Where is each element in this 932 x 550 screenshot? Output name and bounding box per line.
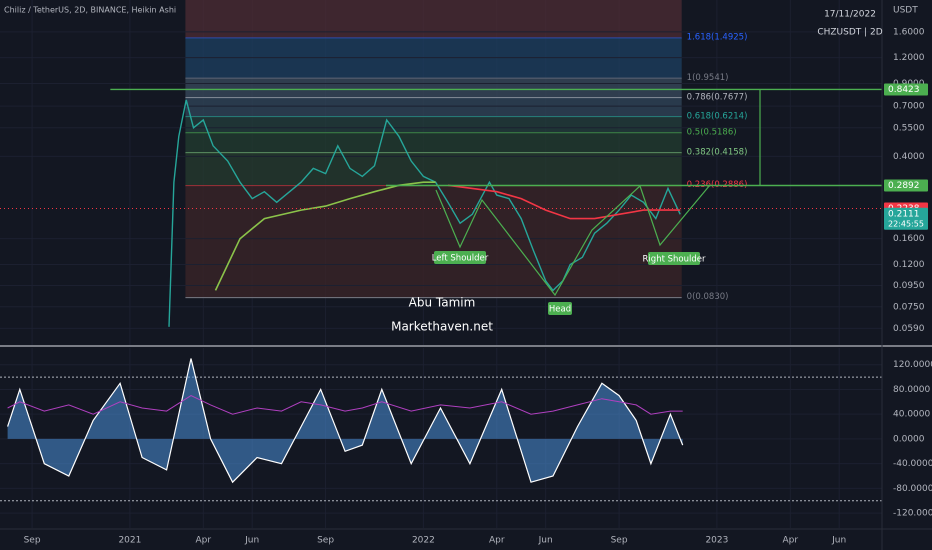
annotation-text: Head [549, 305, 571, 315]
oscillator-line [7, 358, 684, 484]
annotation: Right Shoulder [643, 252, 706, 265]
x-tick-label: Apr [489, 536, 505, 546]
annotation: Left Shoulder [432, 251, 489, 264]
fib-band [185, 78, 682, 98]
fib-band [185, 38, 682, 79]
price-pane: 1.618(1.4925) 1(0.9541) 0.786(0.7677) 0.618… [0, 0, 925, 345]
price-marker [884, 179, 928, 192]
fib-band [185, 185, 682, 298]
annotation: Head [548, 302, 572, 315]
chart-title: Chiliz / TetherUS, 2D, BINANCE, Heikin A… [4, 6, 176, 15]
fib-label: 0.618(0.6214) [687, 111, 748, 121]
fib-band [185, 0, 682, 39]
countdown: 22:45:55 [888, 219, 924, 228]
price-marker [884, 207, 928, 230]
x-tick-label: 2021 [118, 536, 141, 546]
fib-band [185, 116, 682, 134]
fib-label: 0.786(0.7677) [687, 92, 748, 102]
x-tick-label: Sep [24, 536, 41, 546]
y-tick-label: 0.0590 [893, 324, 925, 334]
fib-label: 0.5(0.5186) [687, 128, 737, 138]
annotation-text: Right Shoulder [643, 255, 706, 265]
y-tick-label: 0.1600 [893, 234, 925, 244]
y-tick-label: 0.7000 [893, 102, 925, 112]
y-tick-label: -40.0000 [893, 459, 932, 469]
x-tick-label: Jun [538, 536, 553, 546]
pattern-line [435, 184, 711, 297]
x-tick-label: Apr [782, 536, 798, 546]
label-box [648, 252, 700, 265]
fib-label: 0.382(0.4158) [687, 147, 748, 157]
y-tick-label: 0.0000 [893, 434, 925, 444]
y-tick-label: -80.0000 [893, 484, 932, 494]
label-box [548, 302, 572, 315]
price-marker-label: 0.8423 [888, 85, 920, 95]
symbol: CHZUSDT | 2D [817, 28, 882, 38]
x-tick-label: 2023 [705, 536, 728, 546]
x-tick-label: Apr [195, 536, 211, 546]
x-tick-label: Jun [831, 536, 846, 546]
fib-band [185, 133, 682, 153]
y-tick-label: 40.0000 [893, 410, 930, 420]
fib-label: 1(0.9541) [687, 73, 729, 83]
watermark: Markethaven.net [391, 320, 493, 334]
price-line [447, 184, 681, 220]
annotation-text: Left Shoulder [432, 254, 489, 264]
price-marker-label: 0.2892 [888, 181, 920, 191]
watermark: Abu Tamim [409, 296, 476, 310]
oscillator-pane: 120.0000 80.0000 40.0000 0.0000 -40.0000 -80.… [0, 348, 932, 528]
date: 17/11/2022 [824, 10, 876, 20]
y-tick-label: 1.6000 [893, 27, 925, 37]
y-tick-label: 0.5500 [893, 123, 925, 133]
fib-band [185, 152, 682, 186]
fib-label: 0(0.0830) [687, 292, 729, 302]
label-box [434, 251, 486, 264]
x-tick-label: Jun [244, 536, 259, 546]
y-tick-label: -120.0000 [893, 509, 932, 519]
y-tick-label: 0.1200 [893, 260, 925, 270]
y-tick-label: 120.0000 [893, 360, 932, 370]
unit: USDT [893, 6, 918, 16]
y-tick-label: 80.0000 [893, 385, 930, 395]
x-tick-label: 2022 [412, 536, 435, 546]
price-marker-label: 0.2111 [888, 209, 920, 219]
x-tick-label: Sep [611, 536, 628, 546]
price-line [168, 99, 681, 327]
y-tick-label: 0.0950 [893, 281, 925, 291]
y-tick-label: 0.4000 [893, 152, 925, 162]
oscillator-line [7, 395, 683, 415]
x-tick-label: Sep [317, 536, 334, 546]
fib-label: 1.618(1.4925) [687, 33, 748, 43]
price-line [214, 181, 436, 291]
y-tick-label: 0.0750 [893, 302, 925, 312]
price-marker [884, 83, 928, 96]
fib-band [185, 97, 682, 117]
y-tick-label: 1.2000 [893, 53, 925, 63]
